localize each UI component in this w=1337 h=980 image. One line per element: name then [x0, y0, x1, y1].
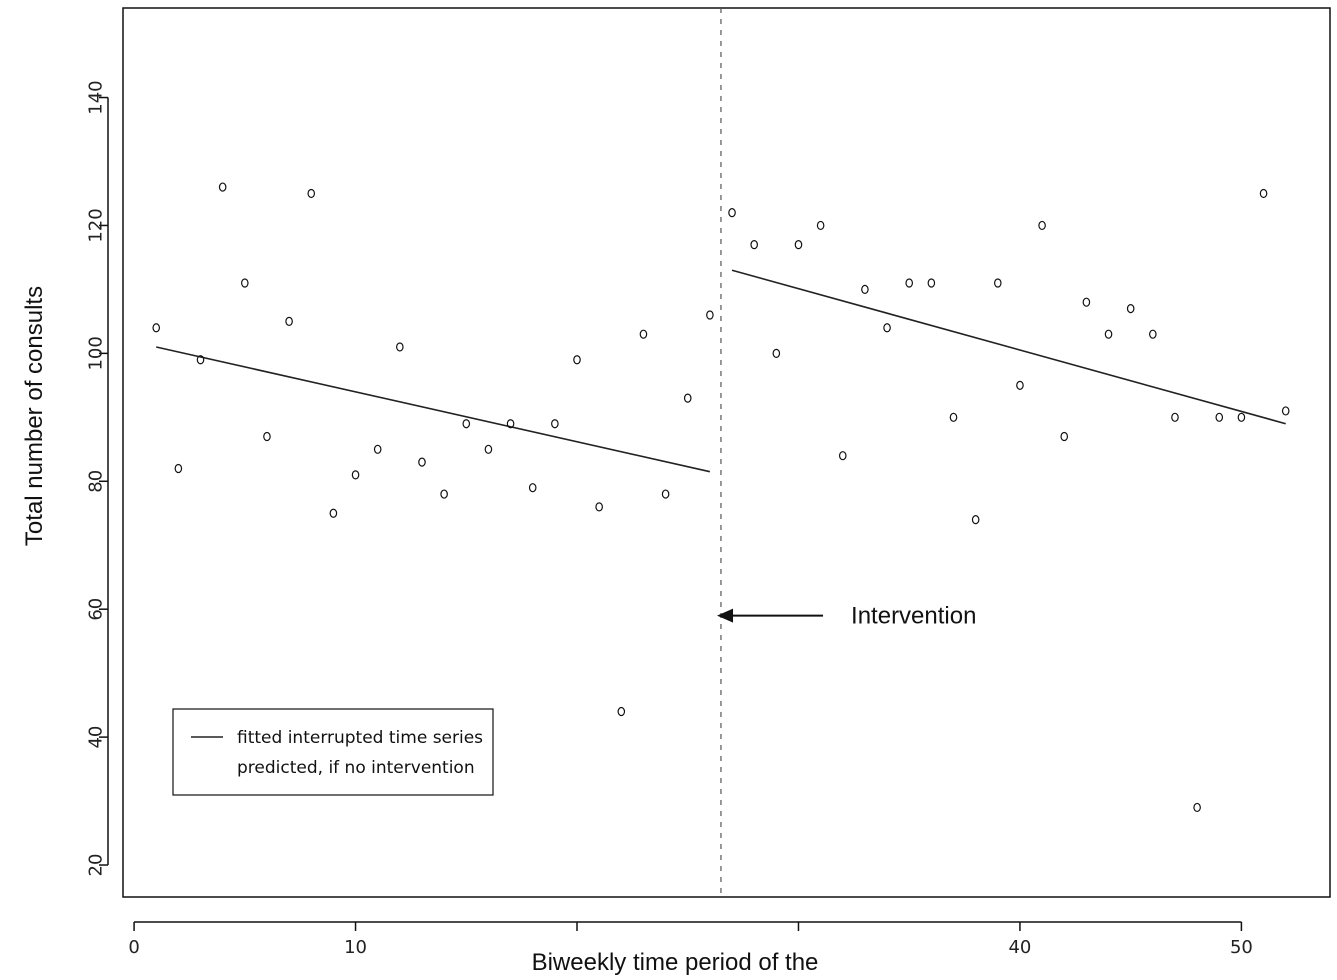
y-tick-label: 60 [86, 598, 107, 621]
x-axis-title: Biweekly time period of the [532, 949, 819, 976]
data-point [440, 489, 448, 499]
data-point [196, 355, 205, 365]
data-point [1259, 188, 1268, 199]
data-point [1082, 297, 1091, 307]
data-point [1126, 303, 1135, 314]
legend: fitted interrupted time series predicted… [172, 708, 494, 796]
y-axis-title: Total number of consults [21, 286, 48, 546]
legend-entry-fitted: fitted interrupted time series [237, 728, 483, 748]
data-point [241, 278, 249, 288]
data-point [706, 310, 714, 320]
data-point [816, 220, 825, 231]
data-point [528, 483, 537, 493]
data-point [838, 451, 847, 461]
data-point [1038, 220, 1046, 231]
data-point [949, 412, 958, 422]
intervention-label: Intervention [851, 603, 976, 630]
data-point [351, 470, 360, 480]
data-point [1149, 329, 1157, 339]
data-point [971, 515, 980, 525]
data-point [683, 393, 692, 403]
data-point [639, 329, 648, 339]
data-point [1060, 431, 1069, 442]
fitted-line-segment [731, 269, 1286, 425]
data-point [484, 444, 493, 454]
data-point [1171, 412, 1179, 422]
data-point [174, 463, 183, 474]
data-point [905, 278, 914, 288]
data-point [1193, 802, 1201, 813]
data-point [418, 457, 426, 467]
data-point [1281, 406, 1290, 416]
data-point [307, 188, 316, 199]
legend-box [172, 708, 494, 796]
data-point [927, 278, 936, 288]
x-tick-label: 10 [344, 937, 367, 958]
x-tick-label: 0 [128, 937, 139, 958]
data-point [152, 323, 161, 333]
legend-entry-predicted: predicted, if no intervention [237, 758, 475, 778]
y-tick-label: 20 [86, 854, 107, 877]
fitted-line-segment [156, 346, 711, 473]
x-tick-label: 50 [1230, 937, 1253, 958]
data-point [1016, 380, 1024, 390]
data-point [661, 489, 670, 499]
data-point [861, 284, 869, 295]
data-point [396, 342, 404, 352]
y-tick-label: 120 [86, 208, 107, 242]
data-point [329, 508, 338, 518]
y-tick-label: 40 [86, 726, 107, 749]
data-point [285, 316, 293, 326]
data-point [373, 444, 382, 454]
data-point [617, 706, 626, 717]
data-point [462, 419, 471, 429]
plot-frame [122, 7, 1331, 898]
data-point [1215, 412, 1224, 422]
data-point [1104, 329, 1113, 339]
plot-body [152, 8, 1290, 897]
data-point [772, 348, 781, 358]
data-point [595, 502, 603, 512]
data-point [218, 182, 227, 192]
y-tick-label: 100 [86, 336, 107, 370]
data-point [263, 431, 271, 442]
data-point [573, 355, 581, 365]
data-point [750, 240, 758, 250]
y-tick-label: 140 [86, 80, 107, 114]
axes-group: 0 10 40 50 20 40 60 80 100 120 140 [86, 80, 1253, 958]
intervention-annotation: Intervention [717, 603, 976, 630]
data-point [993, 278, 1002, 288]
y-tick-label: 80 [86, 470, 107, 493]
intervention-arrow-head [717, 608, 734, 623]
data-point [794, 240, 803, 250]
data-point [551, 419, 559, 429]
data-point [1237, 412, 1246, 422]
data-point [506, 419, 515, 429]
x-tick-label: 40 [1008, 937, 1031, 958]
data-point [883, 323, 891, 333]
data-point [728, 208, 736, 218]
